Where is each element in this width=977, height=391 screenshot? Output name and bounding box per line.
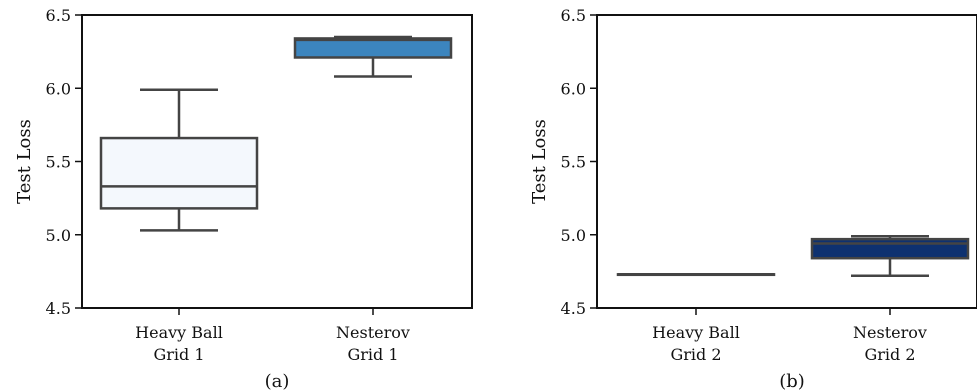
x-tick-label-line1: Nesterov bbox=[336, 323, 410, 342]
panel-caption: (a) bbox=[265, 371, 290, 391]
y-tick-label: 6.5 bbox=[46, 6, 71, 25]
x-tick-label-line2: Grid 2 bbox=[864, 345, 915, 364]
y-tick-label: 5.5 bbox=[561, 153, 586, 172]
y-tick-label: 5.0 bbox=[561, 226, 586, 245]
y-tick-label: 6.5 bbox=[561, 6, 586, 25]
panel-caption: (b) bbox=[779, 371, 805, 391]
x-tick-label-line1: Heavy Ball bbox=[652, 323, 740, 342]
y-tick-label: 6.0 bbox=[46, 79, 71, 98]
box-iqr bbox=[810, 237, 970, 260]
y-tick-label: 5.5 bbox=[46, 153, 71, 172]
y-tick-label: 4.5 bbox=[46, 299, 71, 318]
x-tick-label-line1: Nesterov bbox=[853, 323, 927, 342]
x-tick-label-line1: Heavy Ball bbox=[135, 323, 223, 342]
y-tick-label: 6.0 bbox=[561, 79, 586, 98]
x-tick-label-line2: Grid 1 bbox=[153, 345, 204, 364]
plot-frame bbox=[81, 14, 473, 309]
x-tick-label-line2: Grid 2 bbox=[670, 345, 721, 364]
box-iqr bbox=[293, 37, 453, 59]
y-axis-label: Test Loss bbox=[529, 119, 550, 204]
y-tick-label: 5.0 bbox=[46, 226, 71, 245]
x-tick-label-line2: Grid 1 bbox=[347, 345, 398, 364]
y-tick-label: 4.5 bbox=[561, 299, 586, 318]
box-iqr bbox=[99, 136, 259, 210]
plot-frame bbox=[596, 14, 977, 309]
y-axis-label: Test Loss bbox=[14, 119, 35, 204]
